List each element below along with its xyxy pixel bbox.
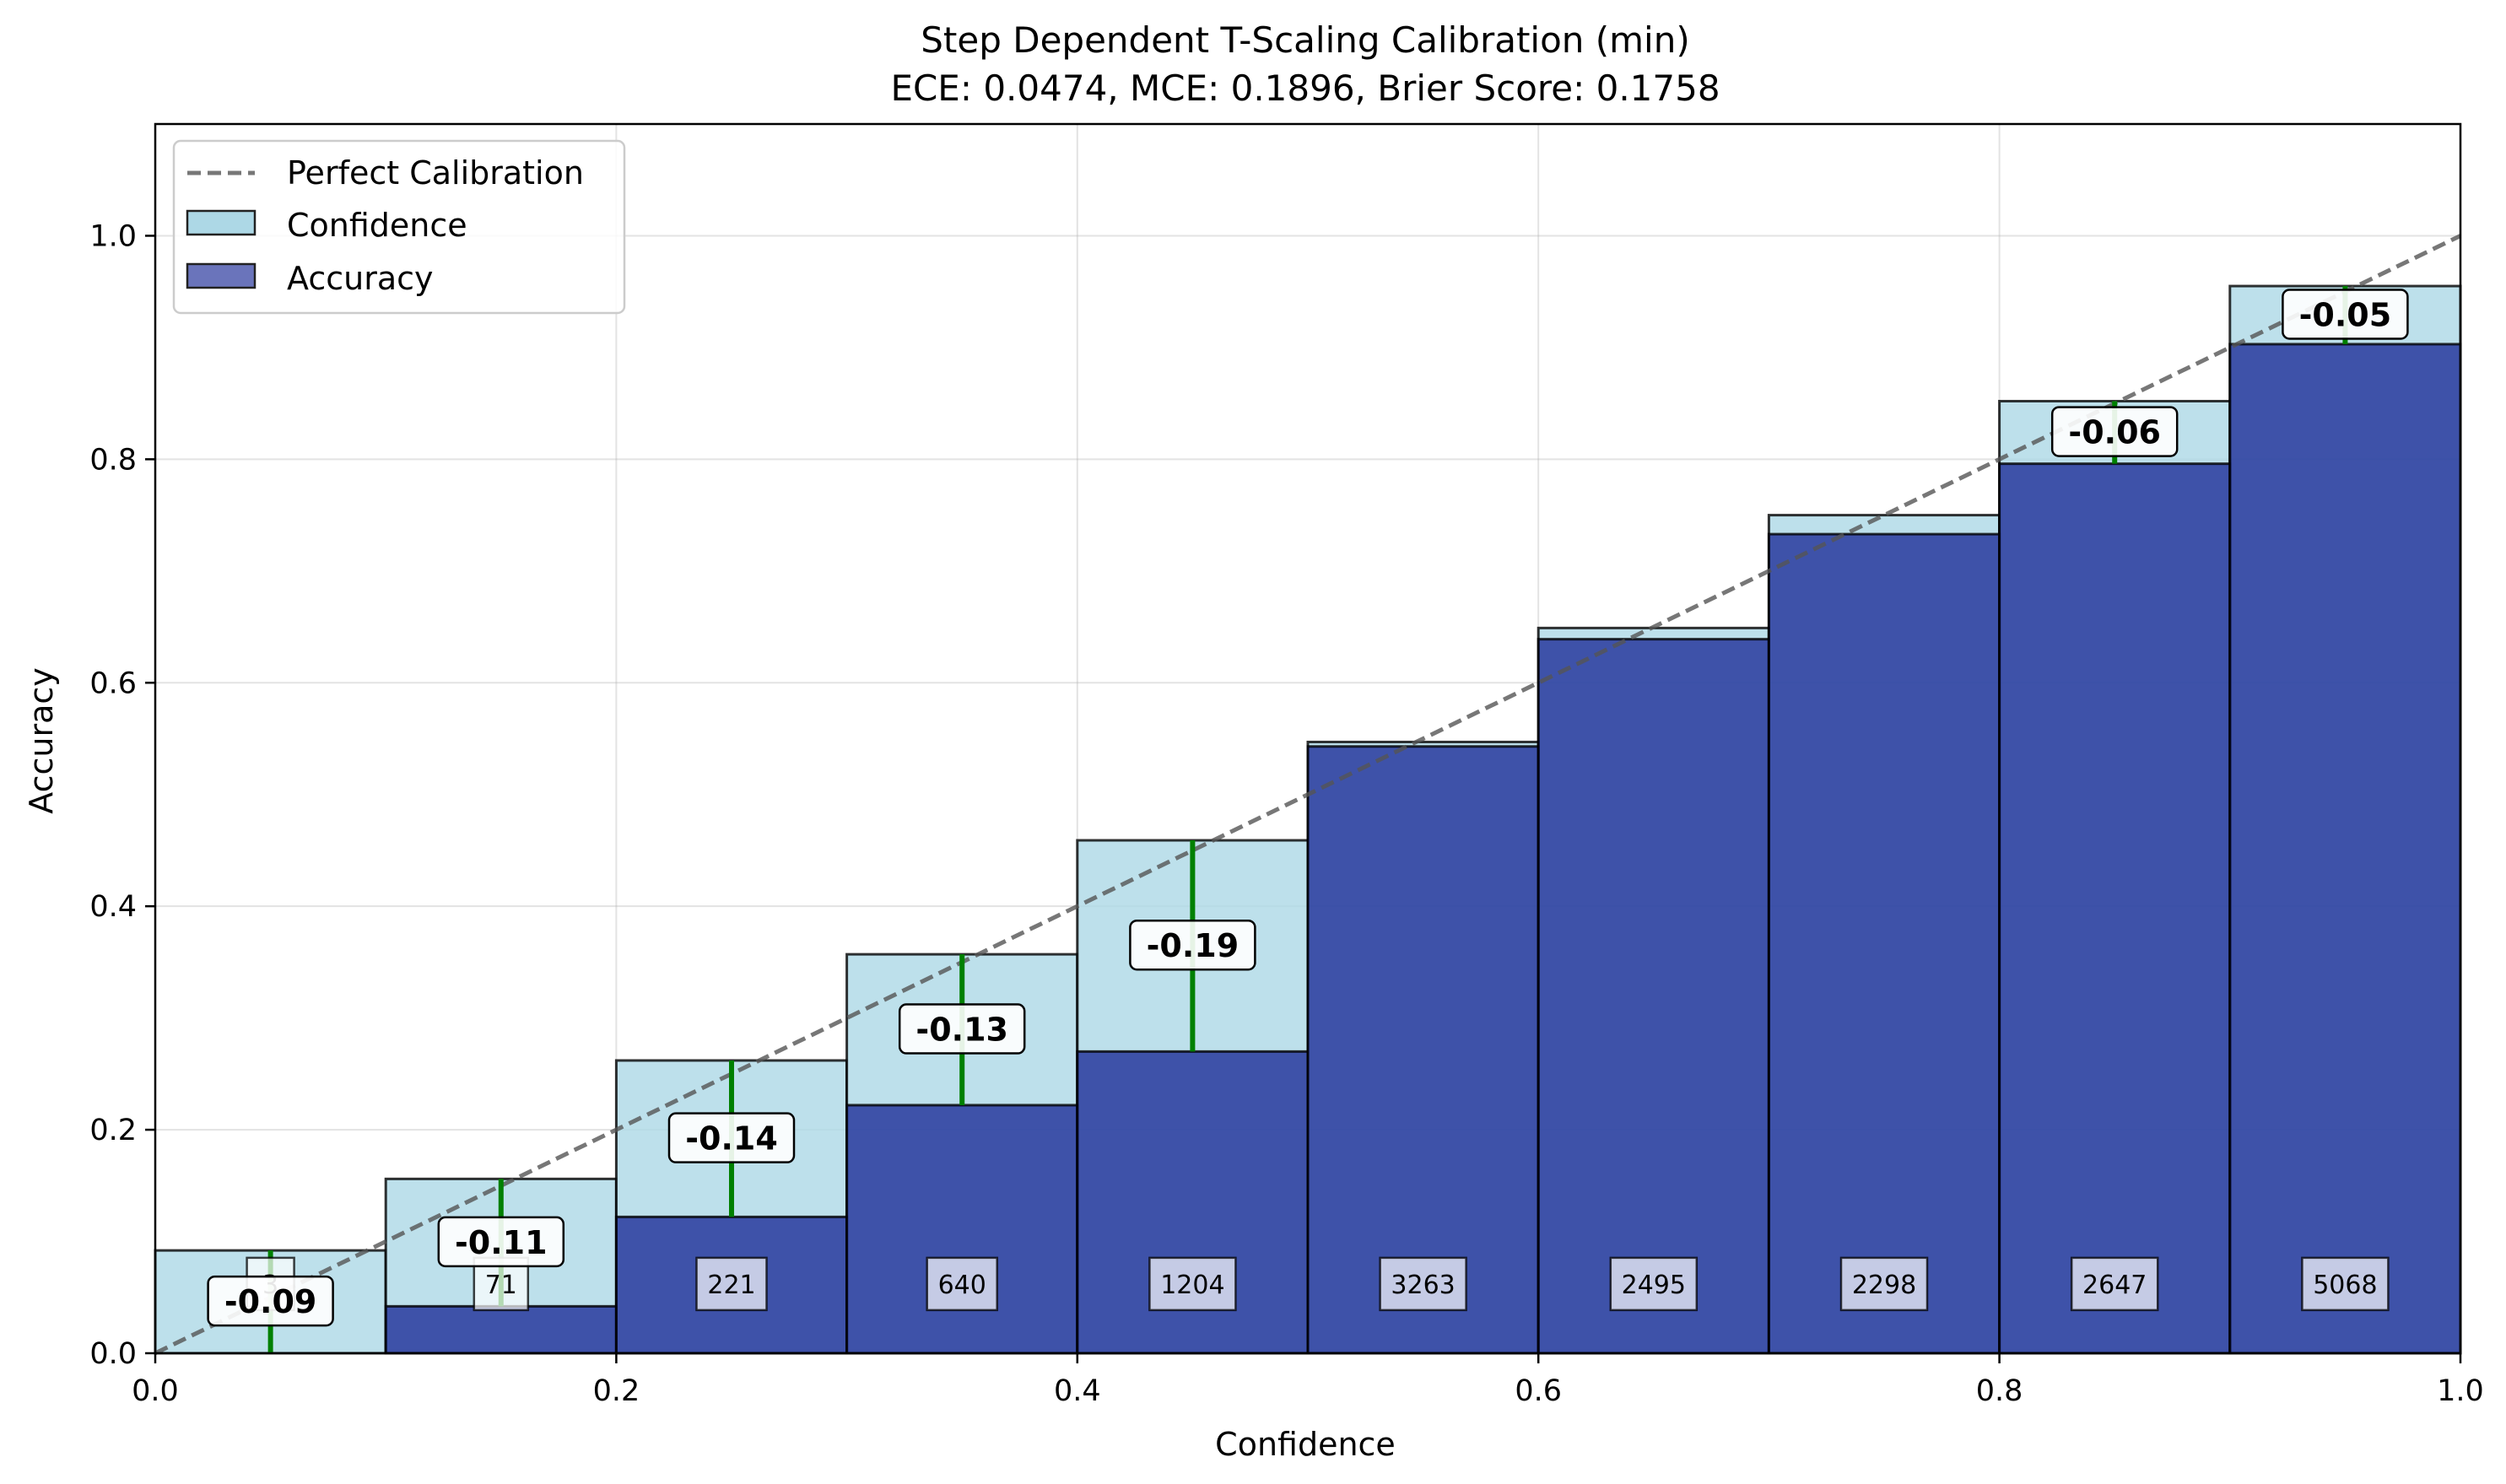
chart-title: Step Dependent T-Scaling Calibration (mi… [921, 19, 1689, 61]
count-label: 3263 [1391, 1271, 1455, 1300]
gap-label-box [898, 1003, 1026, 1055]
legend-accuracy-swatch [186, 262, 257, 289]
y-tick-label: 1.0 [89, 219, 137, 253]
x-tick-label: 0.0 [132, 1374, 179, 1408]
x-axis-label: Confidence [1215, 1426, 1396, 1463]
x-tick-label: 0.4 [1054, 1374, 1101, 1408]
gap-label: -0.19 [1147, 927, 1239, 964]
count-box [1148, 1256, 1237, 1312]
count-box [926, 1256, 998, 1312]
count-label: 2647 [2082, 1271, 2147, 1300]
count-label: 71 [485, 1271, 517, 1300]
y-axis-label: Accuracy [23, 667, 60, 814]
x-tick-label: 0.2 [593, 1374, 640, 1408]
gap-label: -0.06 [2068, 414, 2161, 451]
legend: Perfect Calibration Confidence Accuracy [172, 139, 626, 315]
count-label: 640 [938, 1271, 986, 1300]
gap-label-box [667, 1112, 796, 1163]
count-label: 2298 [1852, 1271, 1916, 1300]
accuracy-bar [845, 1104, 1079, 1355]
gap-label-box [2282, 289, 2409, 340]
count-box [1609, 1256, 1699, 1312]
accuracy-bar [1998, 462, 2232, 1355]
accuracy-bar [1537, 638, 1770, 1355]
gap-label: -0.05 [2299, 296, 2392, 333]
gap-label-box [207, 1275, 334, 1327]
count-label: 221 [707, 1271, 755, 1300]
y-axis-ticks: 0.0 0.2 0.4 0.6 0.8 1.0 [89, 219, 155, 1371]
plot-frame [154, 122, 2462, 1355]
count-box [695, 1256, 768, 1312]
x-tick-label: 1.0 [2437, 1374, 2484, 1408]
gap-label: -0.13 [915, 1012, 1008, 1049]
x-tick-label: 0.6 [1515, 1374, 1562, 1408]
gap-label-box [2050, 406, 2179, 457]
y-tick-label: 0.6 [89, 666, 137, 700]
gap-label: -0.14 [685, 1120, 778, 1158]
gap-label-box [437, 1216, 565, 1268]
count-box [2070, 1256, 2159, 1312]
accuracy-bar [1767, 532, 2001, 1355]
count-box [2301, 1256, 2390, 1312]
legend-label-confidence: Confidence [287, 207, 467, 244]
gap-label: -0.09 [224, 1283, 317, 1320]
x-axis-ticks: 0.0 0.2 0.4 0.6 0.8 1.0 [132, 1353, 2484, 1408]
x-tick-label: 0.8 [1976, 1374, 2023, 1408]
legend-box [172, 139, 626, 315]
legend-label-perfect: Perfect Calibration [287, 154, 584, 192]
y-tick-label: 0.8 [89, 443, 137, 477]
gap-label: -0.11 [455, 1224, 548, 1261]
gap-labels: -0.09 -0.11 -0.14 -0.13 -0.19 -0.06 -0.05 [207, 289, 2409, 1327]
count-label: 2495 [1622, 1271, 1686, 1300]
count-box [1839, 1256, 1929, 1312]
accuracy-bar [384, 1304, 618, 1355]
y-tick-label: 0.2 [89, 1114, 137, 1147]
accuracy-bar [1306, 745, 1540, 1355]
accuracy-bar [2228, 343, 2462, 1355]
count-label: 5068 [2313, 1271, 2377, 1300]
chart-subtitle: ECE: 0.0474, MCE: 0.1896, Brier Score: 0… [890, 67, 1720, 109]
y-tick-label: 0.0 [89, 1337, 137, 1371]
legend-confidence-swatch [186, 209, 257, 236]
legend-label-accuracy: Accuracy [287, 260, 434, 297]
y-tick-label: 0.4 [89, 890, 137, 924]
gap-label-box [1129, 919, 1256, 971]
count-box [1379, 1256, 1467, 1312]
count-label: 1204 [1160, 1271, 1224, 1300]
